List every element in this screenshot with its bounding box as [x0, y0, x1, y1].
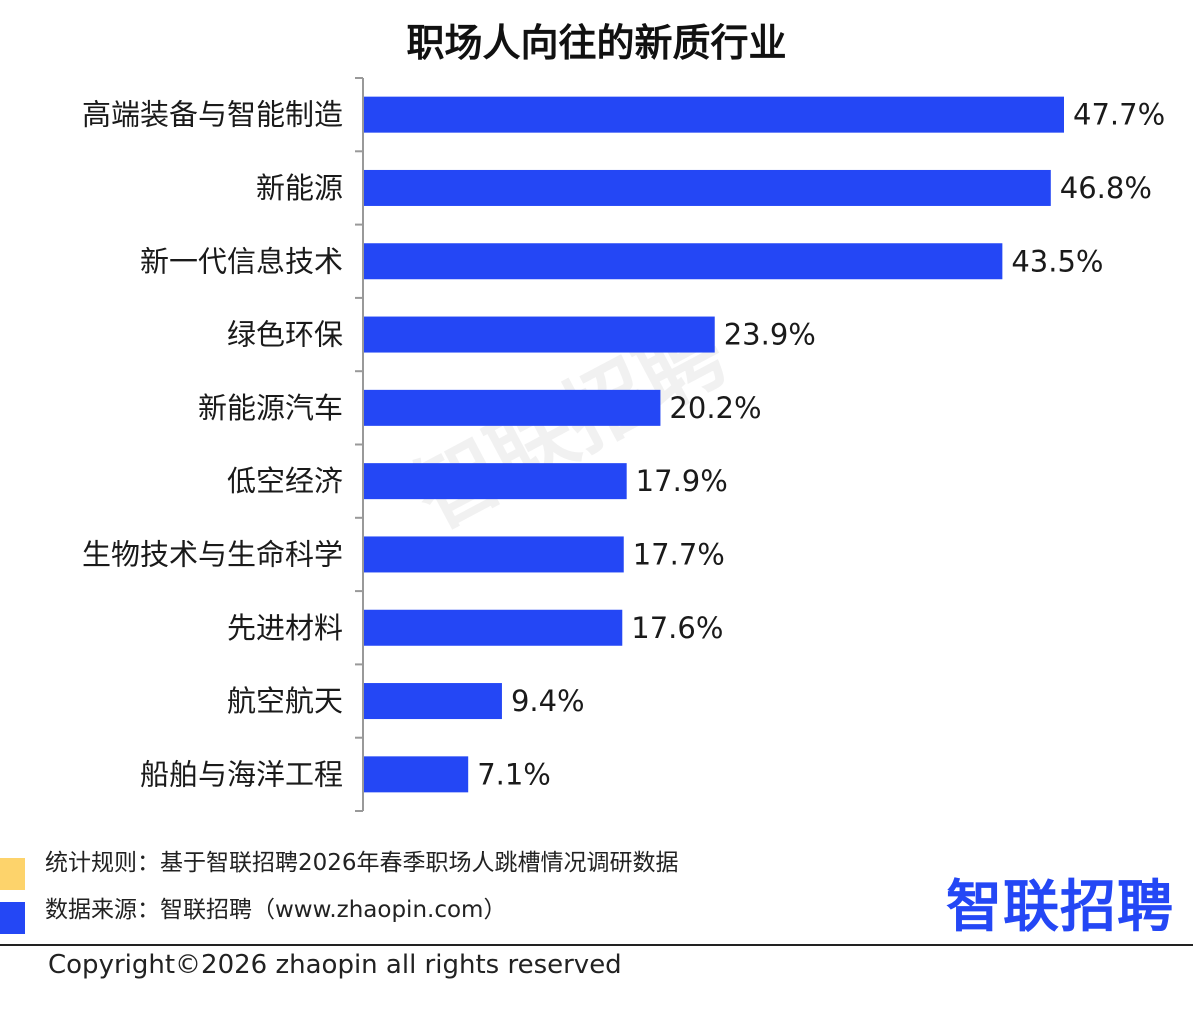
value-label: 20.2%: [669, 391, 761, 425]
category-label: 船舶与海洋工程: [140, 757, 343, 791]
bar: [364, 683, 502, 720]
bar: [364, 243, 1003, 280]
legend-note-text: 统计规则：基于智联招聘2026年春季职场人跳槽情况调研数据: [45, 850, 679, 876]
category-label: 低空经济: [227, 464, 343, 498]
bar: [364, 96, 1064, 133]
category-label: 航空航天: [227, 684, 343, 718]
category-label: 新一代信息技术: [140, 244, 343, 278]
copyright-text: Copyright©2026 zhaopin all rights reserv…: [48, 950, 622, 980]
bar-chart: 高端装备与智能制造 47.7% 新能源 46.8% 新一代信息技术 43.5% 绿色环保 23…: [82, 77, 1165, 812]
value-label: 17.6%: [631, 611, 723, 645]
category-label: 高端装备与智能制造: [82, 98, 343, 132]
value-label: 46.8%: [1060, 171, 1152, 205]
value-label: 23.9%: [724, 318, 816, 352]
bar: [364, 536, 624, 573]
zhaopin-logo: 智联招聘: [946, 875, 1174, 940]
bar: [364, 463, 627, 500]
category-label: 新能源汽车: [198, 391, 343, 425]
value-label: 47.7%: [1073, 98, 1165, 132]
bar: [364, 389, 661, 426]
bar: [364, 316, 715, 353]
bar: [364, 756, 469, 793]
value-label: 17.9%: [636, 464, 728, 498]
bar: [364, 609, 623, 646]
category-label: 生物技术与生命科学: [82, 537, 343, 571]
value-label: 7.1%: [477, 757, 551, 791]
category-label: 新能源: [256, 171, 343, 205]
category-label: 先进材料: [227, 611, 343, 645]
bar: [364, 169, 1051, 206]
value-label: 17.7%: [633, 537, 725, 571]
value-label: 43.5%: [1011, 244, 1103, 278]
chart-title: 职场人向往的新质行业: [406, 21, 787, 65]
legend-note-swatch: [0, 858, 25, 890]
footer-divider: [0, 944, 1193, 946]
legend-source-swatch: [0, 902, 25, 934]
value-label: 9.4%: [511, 684, 585, 718]
legend-source-text: 数据来源：智联招聘（www.zhaopin.com）: [45, 897, 507, 923]
category-label: 绿色环保: [227, 318, 343, 352]
